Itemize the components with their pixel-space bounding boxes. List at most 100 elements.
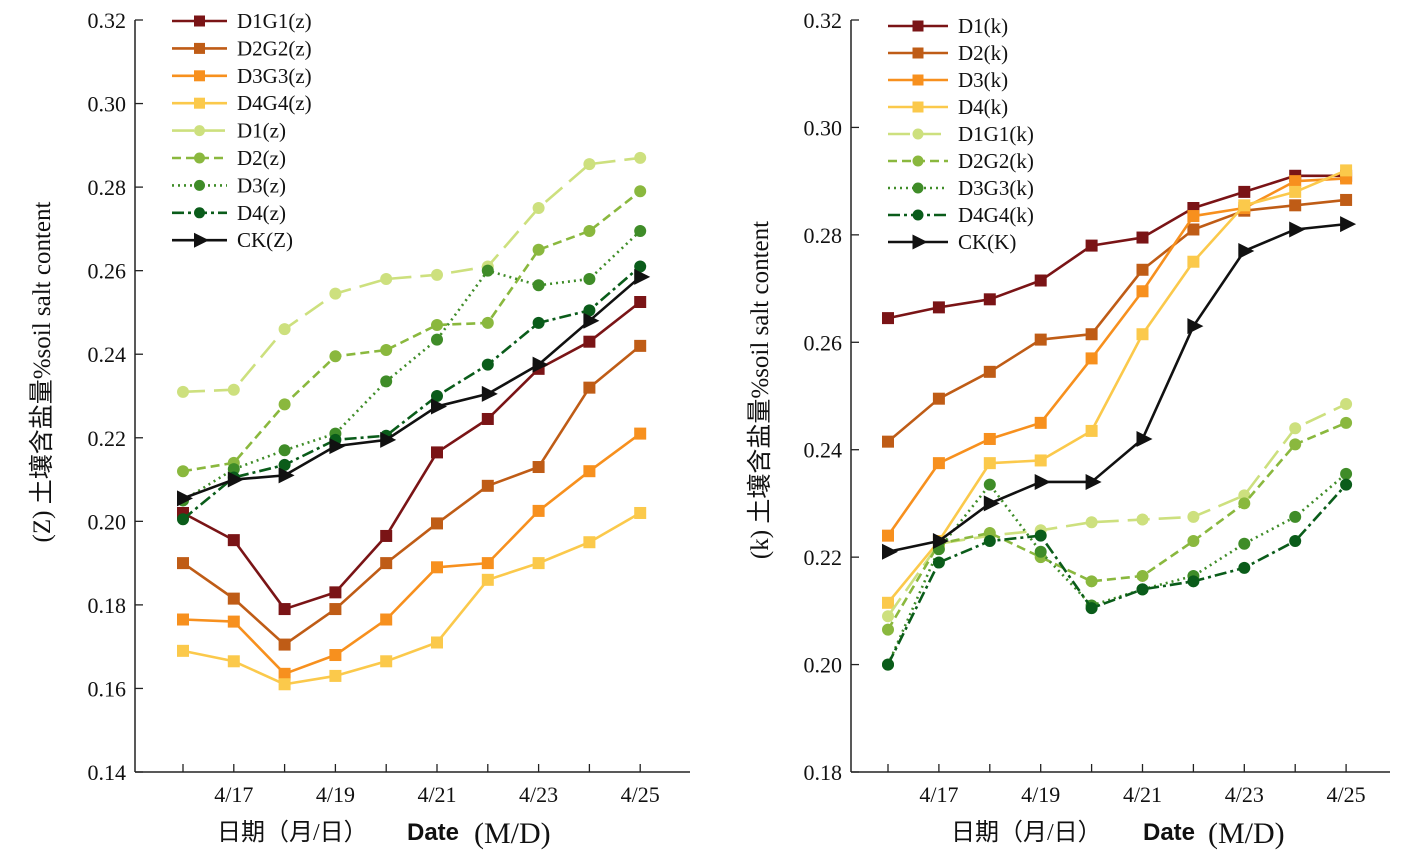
legend-marker: [194, 152, 205, 164]
data-point: [380, 655, 393, 668]
data-point: [177, 613, 189, 626]
data-point: [177, 465, 189, 478]
x-tick-label: 4/21: [1123, 782, 1162, 807]
data-point: [634, 506, 647, 519]
legend-marker: [912, 234, 928, 250]
data-point: [329, 603, 342, 616]
legend-label: D2G2(z): [237, 36, 312, 60]
legend-marker: [194, 42, 205, 54]
legend-entry: D2(k): [888, 41, 1008, 65]
data-point: [177, 385, 189, 398]
x-axis-label-unit: (M/D): [474, 817, 551, 850]
data-point: [1034, 529, 1047, 542]
data-point: [278, 398, 291, 411]
series-D3G3(z): [177, 427, 647, 680]
series-D3(k): [882, 172, 1353, 542]
data-point: [583, 273, 596, 286]
data-point: [1187, 535, 1200, 548]
data-point: [983, 365, 996, 378]
data-point: [1034, 274, 1047, 287]
data-point: [329, 350, 342, 363]
data-point: [1289, 438, 1302, 451]
data-point: [583, 381, 596, 394]
data-point: [1136, 285, 1149, 298]
legend-entry: D3(z): [172, 173, 286, 197]
data-point: [380, 344, 393, 357]
series-D2G2(z): [177, 339, 647, 651]
series-line: [886, 402, 1347, 617]
data-point: [278, 444, 291, 457]
legend-label: D4(z): [237, 201, 286, 225]
legend-label: D3G3(z): [237, 64, 312, 88]
series-CK(Z): [177, 268, 651, 507]
data-point: [431, 398, 447, 415]
legend-label: D4G4(k): [958, 203, 1034, 227]
data-point: [1187, 575, 1200, 588]
data-point: [1136, 231, 1149, 244]
chart-left: 0.14 0.16 0.18 0.20 0.22 0.24 0.26 0.28 0.30 0.32…: [28, 8, 690, 850]
series-line: [182, 511, 641, 686]
series-D1G1(z): [177, 296, 647, 616]
data-point: [380, 613, 393, 626]
data-point: [1136, 328, 1149, 341]
legend-label: D2(k): [958, 41, 1008, 65]
y-tick-label: 0.26: [804, 330, 843, 355]
data-point: [1085, 239, 1098, 252]
data-point: [1187, 510, 1200, 523]
data-point: [634, 260, 647, 273]
data-point: [1085, 473, 1102, 490]
x-axis-label-unit: (M/D): [1208, 817, 1285, 850]
data-point: [882, 610, 894, 623]
legend-label: D3G3(k): [958, 176, 1034, 200]
data-point: [983, 495, 1000, 512]
y-tick-label: 0.16: [88, 676, 127, 701]
series-line: [886, 483, 1348, 666]
data-point: [583, 158, 596, 171]
data-point: [532, 202, 545, 214]
series-D2(k): [882, 193, 1353, 448]
legend-entry: D1G1(z): [172, 9, 312, 33]
x-tick-label: 4/25: [1327, 782, 1366, 807]
legend-label: D4G4(z): [237, 91, 312, 115]
data-point: [431, 318, 443, 331]
data-point: [1289, 199, 1302, 212]
data-point: [983, 457, 996, 470]
data-point: [1187, 223, 1200, 236]
x-tick-label: 4/23: [519, 782, 558, 807]
data-point: [481, 573, 494, 586]
y-tick-label: 0.28: [804, 223, 843, 248]
legend-entry: D1G1(k): [888, 122, 1034, 146]
data-point: [983, 535, 996, 548]
legend-marker: [194, 179, 205, 191]
data-point: [634, 224, 647, 237]
data-point: [983, 478, 996, 491]
data-point: [1289, 175, 1302, 188]
data-point: [1340, 478, 1353, 491]
data-point: [177, 490, 193, 507]
data-point: [882, 623, 894, 636]
data-point: [1034, 473, 1051, 490]
data-point: [532, 243, 545, 256]
y-tick-label: 0.14: [88, 760, 127, 785]
data-point: [932, 533, 949, 550]
legend-label: D1(z): [237, 119, 286, 143]
legend-label: D3(z): [237, 173, 286, 197]
legend-marker: [194, 207, 205, 219]
data-point: [1136, 430, 1153, 447]
data-point: [1289, 510, 1302, 523]
x-tick-label: 4/25: [621, 782, 660, 807]
legend-marker: [194, 232, 209, 248]
data-point: [983, 432, 996, 445]
data-point: [532, 279, 545, 292]
y-axis-label: (Z) 土壤含盐量%soil salt content: [28, 201, 56, 542]
data-point: [481, 385, 498, 402]
data-point: [1289, 185, 1302, 198]
data-point: [1238, 537, 1251, 550]
data-point: [278, 638, 291, 651]
data-point: [1289, 422, 1302, 435]
data-point: [1340, 467, 1353, 480]
x-tick-label: 4/23: [1225, 782, 1264, 807]
legend-entry: D4G4(z): [172, 91, 312, 115]
data-point: [532, 557, 545, 570]
data-point: [583, 335, 596, 348]
